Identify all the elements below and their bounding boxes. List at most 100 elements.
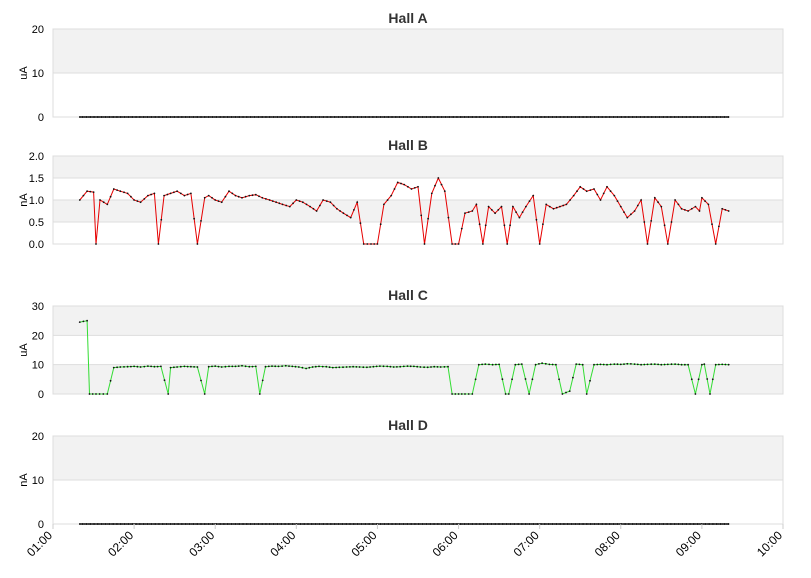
data-point xyxy=(145,523,147,525)
data-point xyxy=(619,523,621,525)
data-point xyxy=(723,116,726,118)
data-point xyxy=(382,365,385,368)
data-point xyxy=(416,365,419,368)
data-point xyxy=(613,194,616,197)
data-point xyxy=(318,523,321,525)
data-point xyxy=(159,116,161,118)
data-point xyxy=(169,366,172,369)
data-point xyxy=(116,189,118,192)
data-point xyxy=(687,363,689,366)
data-point xyxy=(677,363,680,366)
data-point xyxy=(229,523,231,525)
data-point xyxy=(587,116,589,118)
data-point xyxy=(612,523,615,525)
data-point xyxy=(638,523,640,525)
data-point xyxy=(477,523,479,525)
data-point xyxy=(631,523,634,525)
data-point xyxy=(91,393,94,395)
data-point xyxy=(141,523,143,525)
data-point xyxy=(318,116,321,118)
data-point xyxy=(508,116,510,118)
data-point xyxy=(683,523,685,525)
data-point xyxy=(199,523,201,525)
data-point xyxy=(427,523,429,525)
data-point xyxy=(434,523,436,525)
data-point xyxy=(136,523,138,525)
data-point xyxy=(482,243,484,245)
data-point xyxy=(674,199,676,201)
data-point xyxy=(358,366,361,368)
data-point xyxy=(596,523,598,525)
data-point xyxy=(211,116,214,118)
data-point xyxy=(721,363,724,366)
data-point xyxy=(253,116,256,118)
data-point xyxy=(419,523,421,525)
data-point xyxy=(701,196,703,199)
data-point xyxy=(481,116,483,118)
data-point xyxy=(674,363,676,365)
data-point xyxy=(148,116,150,118)
data-point xyxy=(622,116,624,118)
data-point xyxy=(90,116,92,118)
data-point xyxy=(471,210,474,212)
data-point xyxy=(109,379,112,382)
data-point xyxy=(697,378,700,381)
data-point xyxy=(722,116,724,118)
data-point xyxy=(108,116,111,118)
data-point xyxy=(294,523,296,525)
data-point xyxy=(626,116,628,118)
data-point xyxy=(551,363,554,366)
data-point xyxy=(138,523,140,525)
data-point xyxy=(634,116,636,118)
data-point xyxy=(98,116,100,118)
data-point xyxy=(355,366,358,368)
data-point xyxy=(350,116,352,118)
x-tick-label: 04:00 xyxy=(267,528,298,559)
data-point xyxy=(558,116,560,118)
data-point xyxy=(331,116,333,118)
data-point xyxy=(660,523,662,525)
data-point xyxy=(573,523,575,525)
data-point xyxy=(527,116,529,118)
data-point xyxy=(665,116,667,118)
data-point xyxy=(429,116,432,118)
data-point xyxy=(182,523,184,525)
data-point xyxy=(155,116,157,118)
data-point xyxy=(178,523,180,525)
data-point xyxy=(150,365,153,368)
data-point xyxy=(615,523,617,525)
data-point xyxy=(375,365,378,368)
data-point xyxy=(164,116,166,118)
data-point xyxy=(95,523,97,525)
data-point xyxy=(291,523,294,525)
data-point xyxy=(382,116,384,118)
data-point xyxy=(305,523,307,525)
data-point xyxy=(591,116,593,118)
data-point xyxy=(173,116,176,118)
data-point xyxy=(717,116,719,118)
data-point xyxy=(421,116,424,118)
data-point xyxy=(413,523,415,525)
data-point xyxy=(268,199,271,201)
data-point xyxy=(539,116,541,118)
data-point xyxy=(289,523,291,525)
data-point xyxy=(209,523,211,525)
data-point xyxy=(153,192,156,195)
data-point xyxy=(467,116,470,118)
data-point xyxy=(107,523,109,525)
data-point xyxy=(402,523,405,525)
data-point xyxy=(443,116,445,118)
data-point xyxy=(656,523,658,525)
data-point xyxy=(542,116,544,118)
data-point xyxy=(577,523,579,525)
data-point xyxy=(95,116,97,118)
data-point xyxy=(383,116,386,118)
data-point xyxy=(516,523,518,525)
data-point xyxy=(462,523,464,525)
y-tick-label: 10 xyxy=(32,475,44,487)
data-point xyxy=(156,523,158,525)
data-point xyxy=(102,116,104,118)
data-point xyxy=(553,523,555,525)
data-point xyxy=(248,116,250,118)
data-point xyxy=(264,523,266,525)
